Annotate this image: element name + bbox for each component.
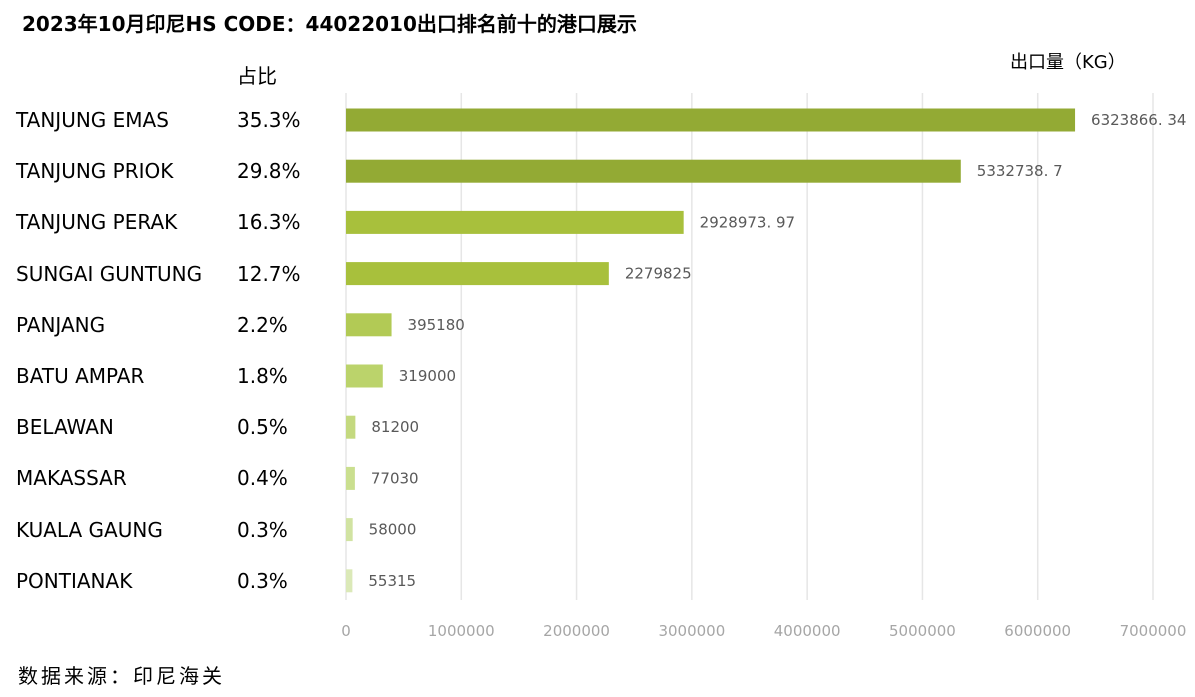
port-label: BELAWAN bbox=[16, 415, 114, 440]
x-tick-label: 3000000 bbox=[658, 622, 725, 640]
x-tick-label: 0 bbox=[341, 622, 351, 640]
bar bbox=[346, 364, 383, 388]
value-label: 395180 bbox=[408, 316, 465, 334]
bar bbox=[346, 569, 353, 593]
port-label: KUALA GAUNG bbox=[16, 517, 163, 542]
share-label: 35.3% bbox=[237, 108, 301, 132]
value-label: 6323866. 34 bbox=[1091, 111, 1186, 129]
unit-label: 出口量（KG） bbox=[1010, 52, 1126, 73]
chart-title: 2023年10月印尼HS CODE：44022010出口排名前十的港口展示 bbox=[22, 12, 637, 36]
share-label: 0.5% bbox=[237, 415, 288, 440]
port-label: TANJUNG PERAK bbox=[16, 210, 178, 235]
port-label: PANJANG bbox=[16, 312, 106, 337]
share-label: 29.8% bbox=[237, 159, 301, 184]
value-label: 5332738. 7 bbox=[977, 162, 1063, 180]
bar bbox=[346, 466, 355, 490]
share-label: 1.8% bbox=[237, 364, 288, 388]
value-label: 2279825 bbox=[625, 265, 692, 283]
bar bbox=[346, 518, 353, 542]
value-label: 58000 bbox=[369, 521, 417, 539]
bar bbox=[346, 415, 356, 439]
share-label: 0.3% bbox=[237, 517, 288, 542]
x-tick-label: 2000000 bbox=[543, 622, 610, 640]
bar bbox=[346, 313, 392, 337]
bar bbox=[346, 262, 609, 286]
share-label: 12.7% bbox=[237, 261, 301, 286]
share-label: 0.4% bbox=[237, 466, 288, 491]
value-label: 319000 bbox=[399, 367, 456, 385]
port-label: PONTIANAK bbox=[16, 568, 133, 593]
share-label: 16.3% bbox=[237, 210, 301, 235]
value-label: 81200 bbox=[371, 418, 419, 436]
share-label: 0.3% bbox=[237, 568, 288, 593]
value-label: 55315 bbox=[368, 572, 416, 590]
value-label: 2928973. 97 bbox=[700, 213, 795, 231]
bar bbox=[346, 159, 961, 183]
bar bbox=[346, 210, 684, 234]
port-label: SUNGAI GUNTUNG bbox=[16, 261, 203, 286]
port-label: MAKASSAR bbox=[16, 466, 127, 491]
x-tick-label: 1000000 bbox=[428, 622, 495, 640]
bar bbox=[346, 108, 1076, 132]
share-label: 2.2% bbox=[237, 312, 288, 337]
port-label: TANJUNG PRIOK bbox=[16, 159, 174, 184]
share-column-header: 占比 bbox=[237, 64, 277, 88]
x-tick-label: 4000000 bbox=[774, 622, 841, 640]
x-tick-label: 5000000 bbox=[889, 622, 956, 640]
data-source: 数据来源：印尼海关 bbox=[18, 664, 225, 688]
x-tick-label: 6000000 bbox=[1004, 622, 1071, 640]
port-label: TANJUNG EMAS bbox=[16, 108, 169, 132]
port-label: BATU AMPAR bbox=[16, 364, 145, 388]
value-label: 77030 bbox=[371, 469, 419, 487]
x-tick-label: 7000000 bbox=[1120, 622, 1187, 640]
